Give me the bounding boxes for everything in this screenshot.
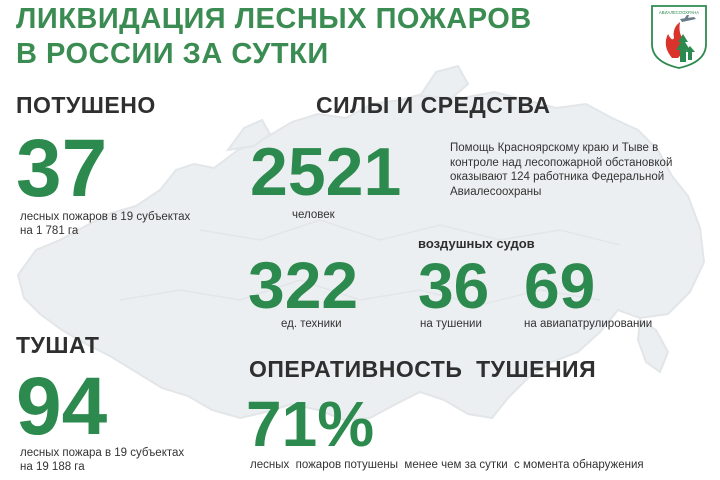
avialesookhrana-logo: АВИАЛЕСООХРАНА — [651, 5, 707, 69]
extinguished-caption-line1: лесных пожаров в 19 субъектах — [20, 211, 191, 223]
fighting-caption-line1: лесных пожара в 19 субъектах — [20, 447, 185, 459]
personnel-count: 2521 — [250, 134, 402, 210]
page-title: ЛИКВИДАЦИЯ ЛЕСНЫХ ПОЖАРОВ В РОССИИ ЗА СУ… — [16, 3, 532, 70]
logo-text: АВИАЛЕСООХРАНА — [659, 10, 699, 15]
aircraft-patrol-count: 69 — [524, 250, 596, 322]
personnel-label: человек — [292, 209, 335, 221]
equipment-label: ед. техники — [281, 318, 342, 330]
fighting-heading: ТУШАТ — [16, 332, 100, 358]
forces-heading: СИЛЫ И СРЕДСТВА — [316, 92, 551, 118]
extinguished-count: 37 — [16, 123, 108, 214]
aircraft-fighting-count: 36 — [418, 250, 490, 322]
aircraft-heading: воздушных судов — [418, 236, 535, 251]
extinguished-heading: ПОТУШЕНО — [16, 92, 156, 118]
aircraft-patrol-label: на авиапатрулировании — [524, 318, 653, 330]
fighting-caption-line2: на 19 188 га — [20, 461, 85, 473]
fighting-count: 94 — [16, 361, 108, 452]
aircraft-fighting-label: на тушении — [420, 318, 482, 330]
equipment-count: 322 — [248, 248, 359, 322]
efficiency-heading: ОПЕРАТИВНОСТЬ ТУШЕНИЯ — [249, 356, 597, 382]
efficiency-caption: лесных пожаров потушены менее чем за сут… — [250, 459, 644, 471]
support-note: Помощь Красноярскому краю и Тыве в контр… — [450, 142, 673, 198]
efficiency-percent: 71% — [246, 388, 375, 460]
extinguished-caption-line2: на 1 781 га — [20, 225, 79, 237]
